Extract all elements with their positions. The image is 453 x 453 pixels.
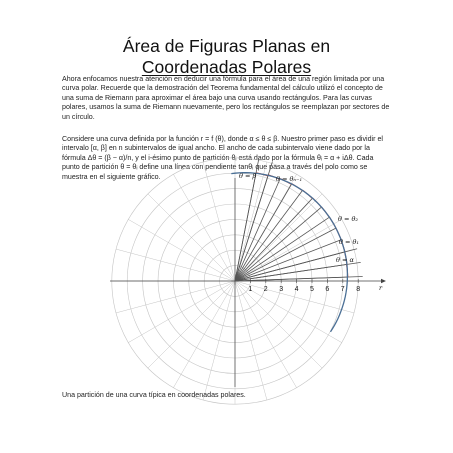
grid-ray [234, 280, 355, 314]
ray-labels: θ = β θ = θₙ₋₁ θ = θ₂ θ = θ₁ θ = α [239, 172, 359, 264]
grid-ray [202, 280, 236, 401]
polar-axes [110, 178, 386, 387]
tick-label: 2 [264, 286, 268, 293]
method-paragraph: Considere una curva definida por la func… [62, 135, 383, 181]
partition-ray [234, 239, 342, 282]
intro-paragraph: Ahora enfocamos nuestra atención en dedu… [62, 75, 390, 121]
ray-label: θ = θₙ₋₁ [276, 175, 302, 183]
ray-label: θ = θ₂ [338, 215, 358, 223]
ray-label: θ = α [336, 256, 354, 264]
boundary-ray [234, 161, 273, 282]
grid-ray [234, 280, 323, 369]
partition-ray [234, 227, 337, 282]
grid-ray [234, 280, 268, 401]
grid-ray [202, 161, 236, 282]
ray-label: θ = β [239, 172, 256, 180]
axis-arrowhead [381, 278, 386, 284]
partition-rays [234, 159, 363, 282]
grid-ray [234, 193, 323, 282]
axis-ticks: 1 2 3 4 5 6 7 8 [248, 279, 360, 293]
boundary-ray [234, 262, 361, 282]
tick-label: 7 [341, 286, 345, 293]
partition-ray [234, 183, 292, 282]
tick-label: 5 [310, 286, 314, 293]
grid-ray [234, 280, 297, 388]
title-line-2: Coordenadas Polares [141, 57, 312, 77]
figure-caption: Una partición de una curva típica en coo… [62, 391, 246, 399]
partition-ray [234, 206, 322, 282]
grid-ray [115, 280, 236, 314]
grid-ray [234, 280, 342, 343]
page-title: Área de Figuras Planas en Coordenadas Po… [0, 36, 453, 78]
title-line-1: Área de Figuras Planas en [122, 36, 331, 56]
grid-ray [128, 280, 236, 343]
grid-ray [128, 219, 236, 282]
tick-label: 6 [325, 286, 329, 293]
grid-ray [173, 174, 236, 282]
grid-ray [115, 248, 236, 282]
tick-label: 3 [279, 286, 283, 293]
polar-curve [231, 172, 349, 333]
partition-ray [234, 197, 313, 282]
tick-label: 1 [248, 286, 252, 293]
boundary-ray [234, 159, 260, 282]
tick-label: 8 [356, 286, 360, 293]
tick-label: 4 [295, 286, 299, 293]
grid-ray [173, 280, 236, 388]
partition-ray [234, 216, 330, 282]
grid-ray [234, 161, 268, 282]
boundary-ray [234, 248, 358, 282]
partition-ray [234, 178, 281, 282]
grid-ray [147, 193, 236, 282]
boundary-ray [234, 276, 363, 282]
ray-label: θ = θ₁ [339, 238, 359, 246]
grid-ray [234, 219, 342, 282]
grid-ray [147, 280, 236, 369]
partition-ray [234, 190, 303, 282]
axis-label-r: r [379, 284, 383, 292]
